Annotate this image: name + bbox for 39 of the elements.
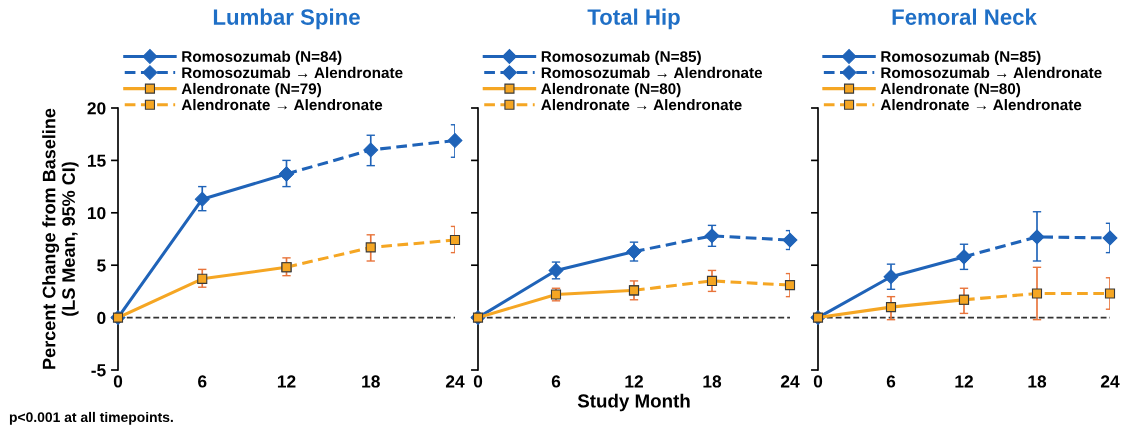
x-tick-label: 18 <box>703 375 722 388</box>
legend-label: Alendronate → Alendronate <box>541 99 742 111</box>
y-tick-label: 20 <box>87 102 106 115</box>
chart-title: Total Hip <box>587 8 680 30</box>
legend-label: Romosozumab (N=84) <box>182 50 342 66</box>
x-tick-label: 12 <box>955 375 973 388</box>
x-tick-label: 6 <box>551 375 561 388</box>
y-tick-label: 10 <box>87 206 106 220</box>
legend-label: Alendronate (N=79) <box>181 82 322 98</box>
x-tick-label: 18 <box>1028 375 1047 388</box>
x-tick-label: 24 <box>780 375 800 388</box>
x-tick-label: 0 <box>113 375 123 388</box>
y-axis-title: Percent Change from Baseline (LS Mean, 95% CI) <box>42 108 79 369</box>
legend-label: Alendronate (N=80) <box>541 82 681 98</box>
y-tick-label: 5 <box>97 259 106 272</box>
legend-label: Alendronate → Alendronate <box>181 99 383 111</box>
y-tick-label: -5 <box>91 364 106 377</box>
chart-title: Lumbar Spine <box>213 8 360 30</box>
legend-label: Alendronate (N=80) <box>880 82 1021 98</box>
x-tick-label: 12 <box>625 375 643 388</box>
x-tick-label: 6 <box>198 375 207 388</box>
x-axis-title: Study Month <box>577 393 690 412</box>
x-tick-label: 0 <box>813 375 823 388</box>
x-tick-label: 0 <box>473 375 483 388</box>
text: p<0.001 at all timepoints. <box>9 411 173 425</box>
legend-label: Romosozumab → Alendronate <box>881 66 1102 79</box>
y-tick-label: 0 <box>97 311 106 325</box>
y-tick-label: 15 <box>87 154 106 167</box>
legend-label: Romosozumab → Alendronate <box>182 66 403 79</box>
x-tick-label: 24 <box>1100 375 1120 388</box>
x-tick-label: 6 <box>886 375 896 388</box>
legend-label: Romosozumab (N=85) <box>541 50 701 66</box>
x-tick-label: 12 <box>277 375 296 388</box>
x-tick-label: 24 <box>445 375 465 388</box>
legend-label: Romosozumab (N=85) <box>881 50 1041 66</box>
chart-title: Femoral Neck <box>892 8 1037 25</box>
legend-label: Alendronate → Alendronate <box>880 99 1082 111</box>
x-tick-label: 18 <box>362 375 380 388</box>
legend-label: Romosozumab → Alendronate <box>541 66 763 79</box>
